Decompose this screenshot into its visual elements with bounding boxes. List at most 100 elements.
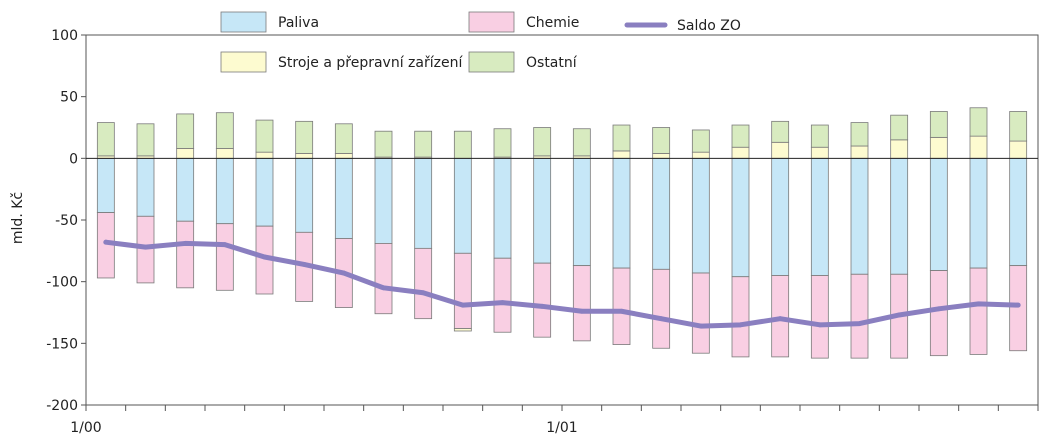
bar-segment-4-2 [136, 123, 155, 157]
bar-segment-4-16 [691, 129, 710, 153]
bar-segment-2-14 [612, 267, 631, 345]
bar-segment-1-6 [295, 157, 314, 233]
y-tick-label: 100 [51, 28, 78, 44]
bar-segment-3-5 [255, 151, 274, 159]
bar-segment-4-11 [493, 128, 512, 158]
bar-segment-2-8 [374, 243, 393, 315]
bar-segment-1-18 [771, 157, 790, 276]
bar-segment-4-20 [850, 122, 869, 147]
bar-segment-1-13 [572, 157, 591, 267]
bar-segment-3-10 [453, 328, 472, 332]
saldo-point-10 [460, 302, 466, 308]
bar-segment-4-18 [771, 120, 790, 143]
bar-segment-1-20 [850, 157, 869, 275]
bar-segment-4-10 [453, 130, 472, 159]
legend-label-1: Paliva [278, 15, 319, 31]
bar-segment-1-16 [691, 157, 710, 274]
bar-segment-1-7 [334, 157, 353, 239]
bar-segment-1-19 [810, 157, 829, 276]
y-axis-title: mld. Kč [10, 192, 26, 244]
bar-segment-1-9 [414, 157, 433, 249]
bar-segment-1-15 [652, 157, 671, 270]
bar-segment-3-14 [612, 150, 631, 159]
saldo-point-16 [698, 323, 704, 329]
bar-segment-1-23 [969, 157, 988, 269]
bar-segment-1-21 [890, 157, 909, 275]
bar-segment-2-17 [731, 276, 750, 358]
x-tick-label: 1/01 [546, 420, 577, 436]
bar-segment-2-3 [176, 220, 195, 289]
bar-segment-1-1 [96, 157, 115, 214]
bar-segment-2-15 [652, 268, 671, 349]
bar-segment-2-20 [850, 273, 869, 359]
legend: Paliva Chemie Stroje a přepravní zařízení O… [220, 11, 741, 73]
bar-segment-3-7 [334, 152, 353, 159]
y-tick-label: -100 [46, 275, 78, 291]
bar-segment-3-15 [652, 152, 671, 159]
bar-segment-2-22 [929, 270, 948, 357]
bar-segment-2-12 [533, 262, 552, 338]
saldo-point-17 [738, 322, 743, 328]
saldo-point-20 [857, 321, 862, 326]
legend-label-2: Chemie [526, 15, 579, 31]
bar-segment-1-2 [136, 157, 155, 217]
bar-segment-4-17 [731, 124, 750, 148]
bar-segment-4-9 [414, 130, 433, 158]
bar-segment-3-18 [771, 141, 790, 159]
bar-segment-4-13 [572, 128, 591, 157]
saldo-line-layer [103, 239, 1021, 329]
bar-segment-1-5 [255, 157, 274, 227]
bar-segment-3-22 [929, 136, 948, 159]
bar-segment-4-1 [96, 122, 115, 157]
saldo-point-19 [817, 322, 823, 328]
legend-label-4: Ostatní [526, 55, 578, 71]
saldo-point-22 [936, 306, 942, 312]
legend-swatch-3 [220, 51, 267, 73]
bar-segment-4-7 [334, 123, 353, 154]
saldo-point-21 [896, 312, 902, 318]
saldo-point-14 [619, 308, 624, 314]
bars-layer [96, 107, 1028, 359]
axes-layer: -200 -150 -100 -50 0 50 100 1/00 1/01 [46, 28, 1039, 436]
saldo-point-24 [1015, 302, 1021, 308]
saldo-point-2 [143, 244, 148, 250]
bar-segment-3-21 [890, 139, 909, 159]
saldo-point-12 [539, 303, 545, 309]
bar-segment-1-17 [731, 157, 750, 278]
legend-label-saldo: Saldo ZO [677, 18, 741, 34]
saldo-point-11 [500, 300, 505, 306]
bar-segment-2-13 [572, 265, 591, 342]
saldo-point-6 [301, 262, 307, 267]
bar-segment-1-24 [1009, 157, 1028, 267]
bar-segment-2-11 [493, 257, 512, 333]
bar-segment-1-10 [453, 157, 472, 254]
bar-segment-2-19 [810, 275, 829, 359]
bar-segment-4-19 [810, 124, 829, 148]
bar-segment-3-16 [691, 151, 710, 159]
bar-segment-1-22 [929, 157, 948, 271]
bar-segment-4-5 [255, 119, 274, 153]
bar-segment-3-4 [215, 148, 234, 159]
bar-segment-4-15 [652, 127, 671, 154]
y-tick-label: -50 [55, 213, 78, 229]
bar-segment-1-8 [374, 157, 393, 244]
bar-segment-2-16 [691, 272, 710, 354]
saldo-line [103, 239, 1021, 329]
bar-segment-4-3 [176, 113, 195, 149]
bar-segment-4-4 [215, 112, 234, 149]
bar-segment-4-12 [533, 127, 552, 157]
bar-segment-4-22 [929, 111, 948, 138]
legend-label-3: Stroje a přepravní zařízení [278, 55, 463, 71]
bar-segment-3-6 [295, 152, 314, 159]
bar-segment-4-14 [612, 124, 631, 152]
saldo-point-5 [262, 254, 267, 260]
bar-segment-4-21 [890, 114, 909, 141]
legend-swatch-1 [220, 11, 267, 33]
bar-segment-4-24 [1009, 111, 1028, 142]
saldo-point-7 [341, 270, 347, 276]
saldo-point-4 [222, 242, 228, 248]
bar-segment-4-6 [295, 120, 314, 154]
bar-segment-4-8 [374, 130, 393, 158]
y-tick-label: -200 [46, 398, 78, 414]
